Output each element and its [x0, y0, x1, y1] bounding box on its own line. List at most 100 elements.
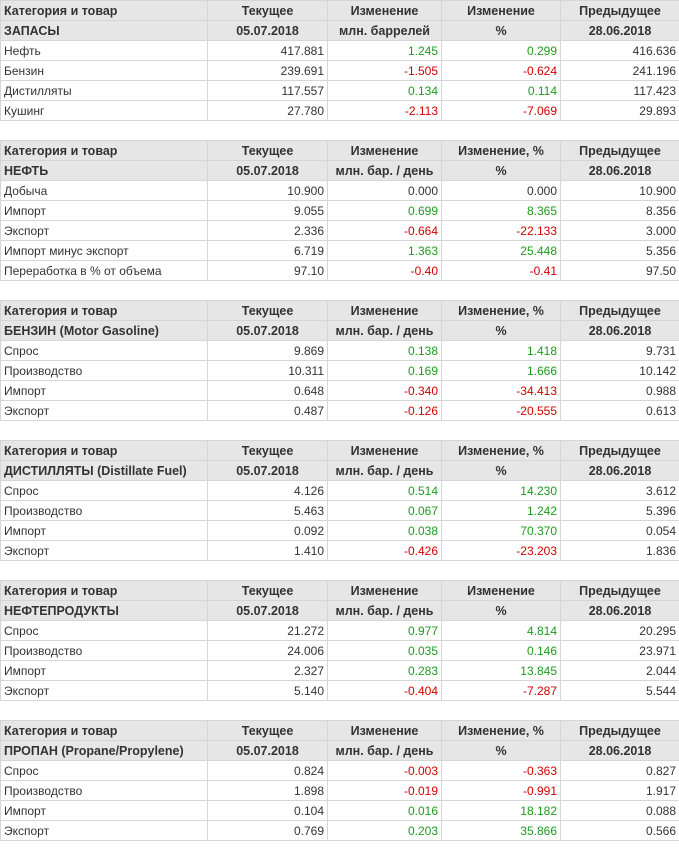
row-label: Производство	[1, 641, 208, 661]
section-title: НЕФТЬ	[1, 161, 208, 181]
cell-value: 117.557	[208, 81, 328, 101]
cell-value: 05.07.2018	[208, 461, 328, 481]
cell-value: 3.000	[561, 221, 679, 241]
cell-value: 1.917	[561, 781, 679, 801]
cell-value: 29.893	[561, 101, 679, 121]
cell-value: -0.126	[328, 401, 442, 421]
cell-value: Изменение	[328, 301, 442, 321]
row-label: Производство	[1, 361, 208, 381]
cell-value: 0.092	[208, 521, 328, 541]
cell-value: 0.699	[328, 201, 442, 221]
cell-value: Предыдущее	[561, 301, 679, 321]
cell-value: 0.054	[561, 521, 679, 541]
cell-value: %	[442, 461, 561, 481]
cell-value: 28.06.2018	[561, 601, 679, 621]
cell-value: %	[442, 601, 561, 621]
cell-value: -20.555	[442, 401, 561, 421]
section-title: ДИСТИЛЛЯТЫ (Distillate Fuel)	[1, 461, 208, 481]
cell-value: -0.003	[328, 761, 442, 781]
cell-value: -23.203	[442, 541, 561, 561]
cell-value: 0.035	[328, 641, 442, 661]
cell-value: -0.404	[328, 681, 442, 701]
cell-value: 25.448	[442, 241, 561, 261]
row-label: Импорт	[1, 201, 208, 221]
cell-value: 23.971	[561, 641, 679, 661]
cell-value: -0.340	[328, 381, 442, 401]
cell-value: 1.836	[561, 541, 679, 561]
cell-value: 9.055	[208, 201, 328, 221]
cell-value: 4.126	[208, 481, 328, 501]
row-label: Импорт	[1, 661, 208, 681]
cell-value: 416.636	[561, 41, 679, 61]
row-label: Категория и товар	[1, 581, 208, 601]
cell-value: -34.413	[442, 381, 561, 401]
cell-value: Изменение	[442, 1, 561, 21]
cell-value: 2.336	[208, 221, 328, 241]
row-label: Спрос	[1, 341, 208, 361]
cell-value: 417.881	[208, 41, 328, 61]
cell-value: 0.514	[328, 481, 442, 501]
cell-value: 1.410	[208, 541, 328, 561]
cell-value: -7.287	[442, 681, 561, 701]
cell-value: Изменение	[328, 581, 442, 601]
cell-value: 3.612	[561, 481, 679, 501]
cell-value: %	[442, 741, 561, 761]
cell-value: 05.07.2018	[208, 741, 328, 761]
row-label: Импорт	[1, 801, 208, 821]
cell-value: -0.019	[328, 781, 442, 801]
cell-value: 0.016	[328, 801, 442, 821]
cell-value: 5.356	[561, 241, 679, 261]
cell-value: Текущее	[208, 581, 328, 601]
cell-value: 0.138	[328, 341, 442, 361]
cell-value: -0.664	[328, 221, 442, 241]
row-label: Импорт минус экспорт	[1, 241, 208, 261]
cell-value: Изменение, %	[442, 141, 561, 161]
section-title: ПРОПАН (Propane/Propylene)	[1, 741, 208, 761]
cell-value: -0.426	[328, 541, 442, 561]
cell-value: 0.648	[208, 381, 328, 401]
cell-value: 1.418	[442, 341, 561, 361]
cell-value: 28.06.2018	[561, 321, 679, 341]
cell-value: 5.463	[208, 501, 328, 521]
cell-value: 27.780	[208, 101, 328, 121]
row-label: Производство	[1, 501, 208, 521]
row-label: Категория и товар	[1, 1, 208, 21]
cell-value: 0.038	[328, 521, 442, 541]
cell-value: 1.898	[208, 781, 328, 801]
cell-value: млн. бар. / день	[328, 461, 442, 481]
cell-value: Предыдущее	[561, 581, 679, 601]
cell-value: 1.666	[442, 361, 561, 381]
cell-value: -7.069	[442, 101, 561, 121]
cell-value: 18.182	[442, 801, 561, 821]
cell-value: -0.40	[328, 261, 442, 281]
cell-value: 8.356	[561, 201, 679, 221]
cell-value: 0.613	[561, 401, 679, 421]
row-label: Переработка в % от объема	[1, 261, 208, 281]
cell-value: 0.146	[442, 641, 561, 661]
cell-value: 0.988	[561, 381, 679, 401]
cell-value: 0.299	[442, 41, 561, 61]
